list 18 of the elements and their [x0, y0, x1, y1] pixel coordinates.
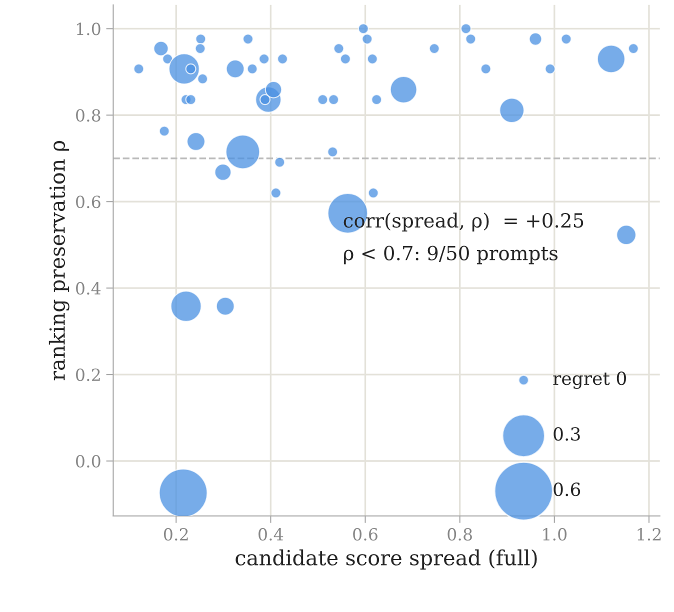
y-tick-label: 0.4 [76, 282, 101, 295]
y-axis-title: ranking preservation ρ [48, 140, 70, 380]
legend-label: 0.3 [554, 427, 580, 441]
x-axis-title: candidate score spread (full) [236, 549, 537, 570]
y-tick-label: 1.0 [76, 22, 100, 36]
legend-label: regret 0 [553, 371, 626, 389]
legend-label: 0.6 [554, 482, 580, 496]
y-tick-label: 0.6 [76, 196, 100, 208]
x-tick-label: 1.0 [543, 528, 567, 541]
x-tick-label: 0.6 [353, 528, 378, 541]
annotation: ρ < 0.7: 9/50 prompts [344, 246, 558, 264]
x-tick-label: 1.2 [638, 528, 661, 541]
x-tick-label: 0.2 [164, 528, 188, 541]
y-tick-label: 0.8 [76, 109, 100, 122]
x-tick-label: 0.4 [258, 528, 284, 541]
x-tick-label: 0.8 [448, 528, 472, 541]
y-tick-label: 0.0 [76, 454, 100, 468]
y-tick-label: 0.2 [76, 368, 100, 382]
